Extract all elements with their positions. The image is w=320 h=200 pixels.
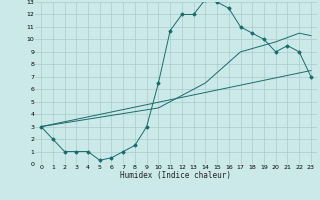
X-axis label: Humidex (Indice chaleur): Humidex (Indice chaleur) [121, 171, 231, 180]
